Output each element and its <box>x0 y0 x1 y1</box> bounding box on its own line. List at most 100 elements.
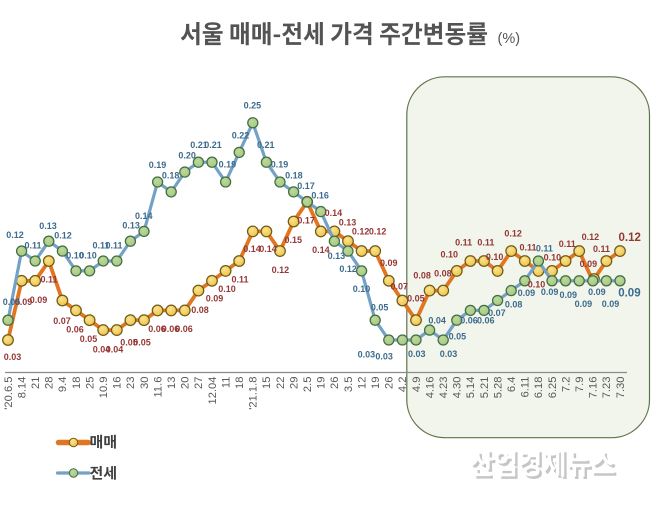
svg-text:0.13: 0.13 <box>122 220 140 230</box>
svg-text:0.20: 0.20 <box>178 151 196 161</box>
svg-text:0.13: 0.13 <box>339 218 357 228</box>
svg-text:0.10: 0.10 <box>79 251 97 261</box>
svg-text:3.5: 3.5 <box>343 377 355 393</box>
svg-text:0.12: 0.12 <box>272 265 290 275</box>
svg-text:'20.6.5: '20.6.5 <box>3 377 15 410</box>
svg-text:12: 12 <box>356 377 368 389</box>
svg-text:0.09: 0.09 <box>380 258 398 268</box>
svg-text:27: 27 <box>193 377 205 389</box>
svg-text:0.05: 0.05 <box>133 338 151 348</box>
svg-text:0.19: 0.19 <box>219 160 237 170</box>
svg-text:0.04: 0.04 <box>428 316 446 326</box>
svg-text:0.05: 0.05 <box>407 294 425 304</box>
svg-text:4.16: 4.16 <box>424 377 436 399</box>
svg-text:0.14: 0.14 <box>325 208 343 218</box>
svg-text:11: 11 <box>220 377 232 389</box>
svg-text:0.19: 0.19 <box>149 160 167 170</box>
svg-text:0.18: 0.18 <box>162 171 180 181</box>
svg-text:28: 28 <box>44 377 56 389</box>
svg-text:26: 26 <box>329 377 341 389</box>
svg-text:18: 18 <box>71 377 83 389</box>
svg-text:(%): (%) <box>498 31 521 47</box>
svg-text:0.06: 0.06 <box>148 324 166 334</box>
svg-text:7.16: 7.16 <box>588 377 600 399</box>
svg-text:0.14: 0.14 <box>259 244 277 254</box>
svg-text:0.12: 0.12 <box>352 227 370 237</box>
svg-text:0.11: 0.11 <box>105 241 122 251</box>
svg-text:0.07: 0.07 <box>488 308 506 318</box>
svg-text:0.11: 0.11 <box>455 237 472 247</box>
svg-text:0.21: 0.21 <box>190 140 208 150</box>
svg-text:0.09: 0.09 <box>30 295 48 305</box>
svg-text:0.03: 0.03 <box>408 349 426 359</box>
svg-text:0.05: 0.05 <box>120 338 138 348</box>
svg-text:12.04: 12.04 <box>207 377 219 405</box>
svg-text:0.07: 0.07 <box>391 282 409 292</box>
svg-text:6.25: 6.25 <box>547 377 559 399</box>
svg-text:16: 16 <box>112 377 124 389</box>
svg-text:0.17: 0.17 <box>297 181 315 191</box>
svg-text:0.08: 0.08 <box>413 271 431 281</box>
svg-text:0.11: 0.11 <box>593 244 610 254</box>
svg-text:0.09: 0.09 <box>575 299 593 309</box>
svg-text:4.23: 4.23 <box>438 377 450 399</box>
svg-text:0.10: 0.10 <box>528 280 546 290</box>
svg-text:0.12: 0.12 <box>619 232 641 244</box>
svg-text:0.12: 0.12 <box>582 232 600 242</box>
svg-text:7.2: 7.2 <box>560 377 572 393</box>
svg-text:0.06: 0.06 <box>175 324 193 334</box>
svg-text:6.4: 6.4 <box>506 377 518 393</box>
svg-text:0.05: 0.05 <box>449 332 467 342</box>
svg-text:0.06: 0.06 <box>477 315 495 325</box>
svg-text:0.16: 0.16 <box>311 191 329 201</box>
svg-text:0.22: 0.22 <box>232 130 250 140</box>
svg-text:7.9: 7.9 <box>574 377 586 393</box>
svg-text:11.6: 11.6 <box>152 377 164 398</box>
svg-text:0.12: 0.12 <box>6 230 24 240</box>
svg-text:0.06: 0.06 <box>66 325 84 335</box>
svg-text:0.13: 0.13 <box>328 251 346 261</box>
svg-text:0.14: 0.14 <box>135 211 153 221</box>
svg-text:29: 29 <box>288 377 300 389</box>
svg-text:0.18: 0.18 <box>285 170 303 180</box>
svg-text:20: 20 <box>180 377 192 389</box>
svg-text:0.08: 0.08 <box>434 268 452 278</box>
svg-text:0.08: 0.08 <box>505 300 523 310</box>
svg-text:0.03: 0.03 <box>4 352 22 362</box>
svg-text:4.30: 4.30 <box>452 377 464 399</box>
svg-text:'21.1.8: '21.1.8 <box>248 377 260 410</box>
svg-text:0.21: 0.21 <box>257 140 275 150</box>
svg-text:0.19: 0.19 <box>271 160 289 170</box>
svg-text:25: 25 <box>84 377 96 389</box>
svg-text:30: 30 <box>139 377 151 389</box>
svg-text:6.11: 6.11 <box>520 377 532 398</box>
svg-text:7.23: 7.23 <box>601 377 613 399</box>
svg-text:0.03: 0.03 <box>375 352 393 362</box>
svg-text:0.11: 0.11 <box>24 241 41 251</box>
svg-text:0.07: 0.07 <box>53 316 71 326</box>
svg-text:0.05: 0.05 <box>80 334 98 344</box>
svg-text:0.11: 0.11 <box>536 243 553 253</box>
svg-text:0.14: 0.14 <box>243 244 261 254</box>
svg-text:0.10: 0.10 <box>544 253 562 263</box>
svg-text:0.09: 0.09 <box>588 287 606 297</box>
svg-text:0.09: 0.09 <box>560 290 578 300</box>
svg-text:15: 15 <box>261 377 273 389</box>
svg-text:21: 21 <box>30 377 42 389</box>
svg-text:0.09: 0.09 <box>618 288 640 300</box>
svg-text:0.17: 0.17 <box>297 215 315 225</box>
svg-text:8.14: 8.14 <box>16 377 28 399</box>
svg-text:0.21: 0.21 <box>204 140 222 150</box>
svg-text:0.06: 0.06 <box>460 315 478 325</box>
svg-text:22: 22 <box>275 377 287 389</box>
svg-text:0.25: 0.25 <box>244 101 262 111</box>
svg-text:0.03: 0.03 <box>440 349 458 359</box>
svg-text:23: 23 <box>125 377 137 389</box>
svg-text:0.08: 0.08 <box>191 305 209 315</box>
svg-text:7.30: 7.30 <box>615 377 627 399</box>
svg-text:0.09: 0.09 <box>580 259 598 269</box>
svg-text:4.9: 4.9 <box>411 377 423 393</box>
svg-text:0.13: 0.13 <box>39 221 57 231</box>
svg-text:0.10: 0.10 <box>486 252 504 262</box>
svg-text:0.11: 0.11 <box>519 243 536 253</box>
